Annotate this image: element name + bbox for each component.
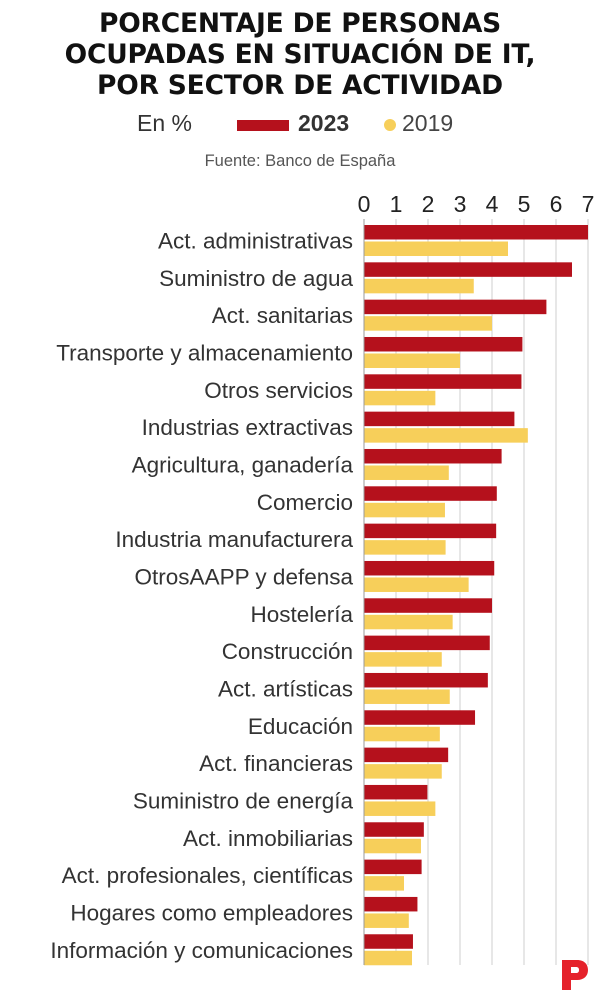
bar-2019-9 [364, 540, 446, 555]
bar-2023-8 [364, 486, 497, 501]
category-label-8: Comercio [257, 490, 353, 515]
category-label-12: Construcción [222, 639, 353, 664]
bar-2019-16 [364, 801, 436, 816]
bar-2023-9 [364, 523, 497, 539]
bar-2019-10 [364, 577, 469, 592]
bar-2023-15 [364, 747, 449, 763]
bar-2019-8 [364, 502, 445, 518]
bar-2023-6 [364, 411, 515, 427]
bar-2019-5 [364, 390, 436, 406]
x-tick-label-0: 0 [358, 191, 371, 217]
publisher-logo-icon [562, 960, 588, 990]
bar-2023-16 [364, 784, 428, 800]
x-tick-label-5: 5 [518, 191, 531, 217]
bar-2023-18 [364, 859, 422, 875]
category-label-9: Industria manufacturera [115, 527, 353, 552]
bar-2023-19 [364, 896, 418, 912]
source-note: Fuente: Banco de España [204, 152, 396, 170]
category-label-15: Act. financieras [199, 751, 353, 776]
category-label-1: Act. administrativas [158, 229, 353, 254]
bar-2019-17 [364, 838, 421, 854]
bar-2023-7 [364, 448, 502, 464]
bar-2019-2 [364, 278, 474, 294]
category-label-10: OtrosAAPP y defensa [135, 564, 354, 589]
legend-label-2019: 2019 [402, 110, 454, 136]
bar-2019-19 [364, 913, 409, 928]
bar-2019-1 [364, 241, 508, 256]
legend-label-2023: 2023 [298, 110, 350, 136]
bar-2023-5 [364, 374, 522, 389]
bar-2023-14 [364, 710, 476, 725]
chart-title: PORCENTAJE DE PERSONAS OCUPADAS EN SITUA… [0, 8, 600, 101]
bar-2023-20 [364, 934, 413, 949]
bar-2019-6 [364, 428, 528, 443]
category-label-17: Act. inmobiliarias [183, 826, 353, 851]
bar-2023-2 [364, 262, 572, 277]
bar-2019-14 [364, 726, 440, 742]
bar-2023-3 [364, 299, 547, 315]
bar-2019-15 [364, 764, 442, 779]
bar-2023-4 [364, 336, 523, 352]
title-line-3: POR SECTOR DE ACTIVIDAD [97, 70, 503, 101]
unit-label: En % [137, 110, 192, 136]
x-tick-label-4: 4 [486, 191, 499, 217]
category-label-14: Educación [248, 714, 353, 739]
bar-2019-12 [364, 652, 442, 667]
bar-2019-11 [364, 614, 453, 630]
category-label-4: Transporte y almacenamiento [56, 340, 353, 365]
bar-2023-12 [364, 635, 490, 651]
category-label-18: Act. profesionales, científicas [62, 863, 353, 888]
bar-2019-18 [364, 876, 404, 891]
category-label-5: Otros servicios [204, 378, 353, 403]
bar-2019-4 [364, 353, 460, 368]
bar-2019-3 [364, 316, 492, 331]
legend-swatch-2019 [384, 119, 396, 131]
bar-2023-10 [364, 560, 495, 576]
bar-2019-20 [364, 950, 412, 966]
category-label-6: Industrias extractivas [142, 415, 353, 440]
category-label-7: Agricultura, ganadería [132, 452, 354, 477]
title-line-2: OCUPADAS EN SITUACIÓN DE IT, [64, 39, 536, 70]
legend-swatch-2023 [237, 120, 289, 131]
x-tick-label-7: 7 [582, 191, 595, 217]
x-tick-label-3: 3 [454, 191, 467, 217]
x-tick-label-2: 2 [422, 191, 435, 217]
category-label-13: Act. artísticas [218, 676, 353, 701]
bar-2019-13 [364, 689, 450, 704]
category-label-3: Act. sanitarias [212, 303, 353, 328]
bar-2023-1 [364, 225, 588, 240]
bar-2023-11 [364, 598, 492, 613]
title-line-1: PORCENTAJE DE PERSONAS [98, 8, 502, 39]
bar-2023-13 [364, 672, 488, 688]
category-label-2: Suministro de agua [159, 266, 353, 291]
x-tick-label-6: 6 [550, 191, 563, 217]
category-label-19: Hogares como empleadores [70, 900, 353, 925]
category-label-11: Hostelería [250, 602, 353, 627]
legend: En % 2023 2019 [0, 110, 600, 138]
category-label-16: Suministro de energía [133, 788, 354, 813]
x-tick-label-1: 1 [390, 191, 403, 217]
bar-2023-17 [364, 822, 424, 837]
category-label-20: Información y comunicaciones [50, 938, 353, 963]
bar-2019-7 [364, 465, 449, 480]
